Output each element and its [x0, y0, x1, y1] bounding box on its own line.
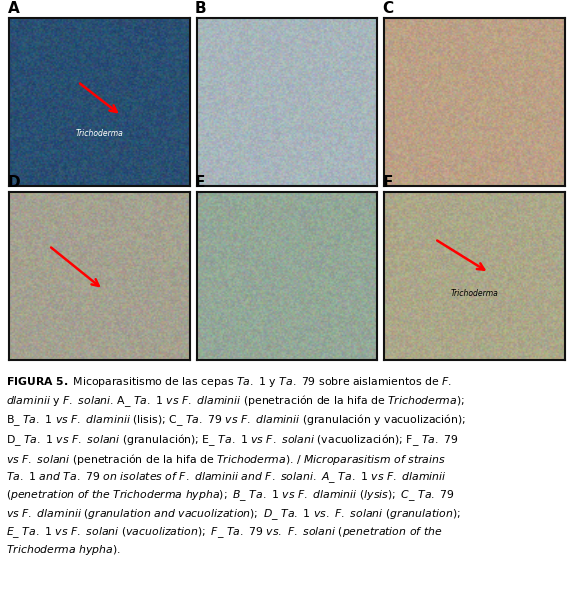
Text: F: F: [382, 175, 393, 190]
Text: E: E: [195, 175, 205, 190]
Text: Trichoderma: Trichoderma: [451, 289, 498, 298]
Text: $\mathbf{FIGURA\ 5.}$ Micoparasitismo de las cepas $\mathit{Ta.}$ 1 y $\mathit{T: $\mathbf{FIGURA\ 5.}$ Micoparasitismo de…: [6, 375, 466, 557]
Text: B: B: [195, 1, 207, 16]
Text: C: C: [382, 1, 394, 16]
Text: A: A: [7, 1, 19, 16]
Text: D: D: [7, 175, 20, 190]
Text: Trichoderma: Trichoderma: [76, 128, 123, 137]
